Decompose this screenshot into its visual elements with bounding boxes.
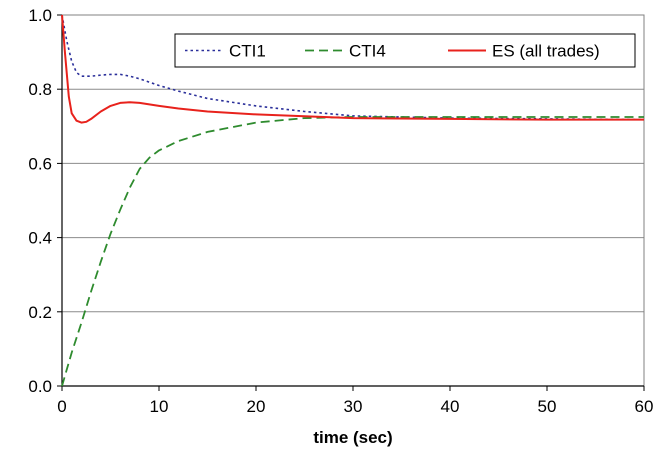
legend-label: CTI4 [349,42,386,61]
legend-box [174,33,636,68]
x-tick-label: 30 [344,397,363,416]
x-axis-label: time (sec) [313,428,392,447]
x-tick-label: 20 [247,397,266,416]
x-tick-label: 40 [441,397,460,416]
x-tick-label: 0 [57,397,66,416]
legend-label: ES (all trades) [492,42,600,61]
y-tick-label: 0.2 [28,303,52,322]
y-tick-label: 0.6 [28,154,52,173]
series-layer [61,14,645,387]
x-tick-label: 10 [150,397,169,416]
legend: CTI1 CTI4 ES (all trades) [174,33,636,68]
x-tick-label: 60 [635,397,654,416]
axes [57,14,645,391]
series-line-cti1 [61,14,645,121]
plot-area [61,14,645,387]
y-tick-label: 0.0 [28,377,52,396]
y-tick-label: 0.4 [28,229,52,248]
x-tick-label: 50 [538,397,557,416]
series-line-es-all-trades [61,14,644,124]
series-line-cti4 [61,116,644,387]
tick-labels: 0.0 0.2 0.4 0.6 0.8 1.0 0 10 20 30 40 50 60 [28,6,653,416]
y-tick-label: 0.8 [28,80,52,99]
legend-label: CTI1 [229,42,266,61]
y-tick-label: 1.0 [28,6,52,25]
